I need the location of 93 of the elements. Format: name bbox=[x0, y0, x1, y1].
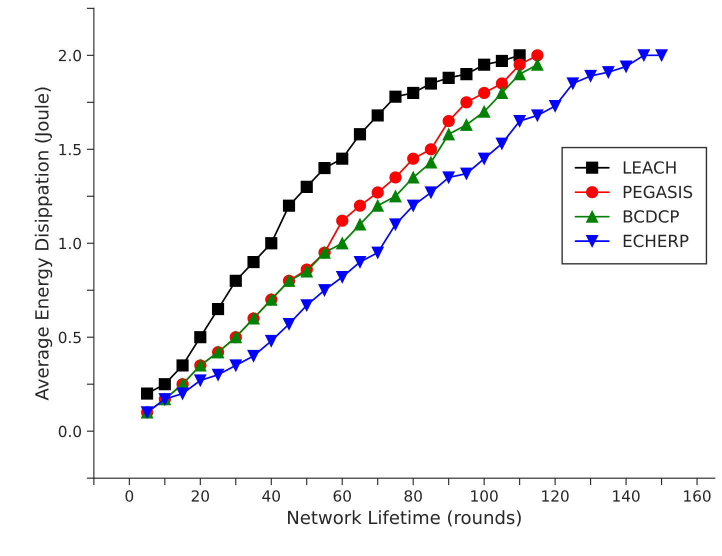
point bbox=[282, 200, 296, 212]
point bbox=[158, 378, 171, 390]
y-tick-label: 1.5 bbox=[59, 144, 81, 156]
point bbox=[176, 388, 189, 400]
legend-label: PEGASIS bbox=[624, 186, 692, 198]
point bbox=[531, 49, 544, 62]
legend-label: ECHERP bbox=[624, 234, 688, 248]
x-axis-title: Network Lifetime (rounds) bbox=[288, 510, 521, 526]
point bbox=[176, 359, 189, 372]
point bbox=[230, 274, 242, 287]
point bbox=[336, 214, 348, 227]
point bbox=[424, 186, 438, 199]
point bbox=[212, 302, 224, 316]
point bbox=[407, 86, 420, 99]
x-tick-label: 80 bbox=[404, 490, 422, 502]
point bbox=[620, 60, 632, 73]
point bbox=[442, 72, 455, 84]
point bbox=[336, 237, 348, 250]
point bbox=[212, 368, 224, 381]
point bbox=[354, 256, 366, 268]
point bbox=[372, 109, 384, 122]
point bbox=[478, 58, 490, 71]
point bbox=[300, 180, 313, 193]
point bbox=[531, 109, 544, 122]
point bbox=[514, 115, 526, 128]
point bbox=[407, 200, 420, 212]
point bbox=[460, 96, 472, 108]
point bbox=[638, 49, 650, 62]
x-tick-label: 120 bbox=[542, 490, 569, 502]
point bbox=[372, 246, 384, 259]
point bbox=[282, 318, 296, 330]
x-tick-label: 40 bbox=[262, 490, 280, 502]
point bbox=[265, 237, 278, 250]
point bbox=[460, 118, 472, 131]
point bbox=[478, 152, 490, 165]
point bbox=[424, 77, 438, 90]
legend-label: LEACH bbox=[624, 161, 676, 174]
point bbox=[496, 138, 508, 150]
point bbox=[389, 90, 402, 103]
point bbox=[460, 168, 472, 180]
point bbox=[442, 128, 455, 140]
point bbox=[442, 171, 455, 184]
point bbox=[354, 218, 366, 231]
point bbox=[584, 70, 597, 82]
point bbox=[460, 68, 472, 80]
legend-label: BCDCP bbox=[624, 210, 679, 223]
y-tick-label: 2.0 bbox=[58, 50, 82, 62]
point bbox=[247, 256, 260, 268]
point bbox=[389, 190, 402, 202]
point bbox=[549, 100, 562, 112]
x-tick-label: 140 bbox=[613, 490, 640, 502]
point bbox=[230, 359, 242, 372]
point bbox=[318, 162, 331, 174]
point bbox=[496, 77, 508, 90]
y-tick-label: 0.0 bbox=[58, 426, 82, 438]
point bbox=[531, 58, 544, 71]
point bbox=[424, 156, 438, 169]
point bbox=[602, 66, 614, 78]
point bbox=[442, 115, 455, 128]
point bbox=[407, 171, 420, 184]
y-tick-label: 1.0 bbox=[59, 238, 82, 250]
point bbox=[300, 299, 313, 312]
point bbox=[336, 152, 348, 165]
y-axis-title: Average Energy Disippation (Joule) bbox=[34, 88, 52, 400]
point bbox=[514, 68, 526, 80]
point bbox=[336, 271, 348, 284]
point bbox=[424, 143, 438, 156]
point bbox=[372, 186, 384, 199]
point bbox=[141, 388, 154, 400]
point bbox=[389, 218, 402, 231]
point bbox=[407, 152, 420, 165]
point bbox=[354, 200, 366, 212]
y-tick-label: 0.5 bbox=[58, 332, 81, 344]
x-tick-label: 20 bbox=[192, 490, 210, 502]
x-tick-label: 160 bbox=[684, 490, 711, 502]
point bbox=[478, 106, 490, 118]
point bbox=[265, 334, 278, 348]
x-tick-label: 60 bbox=[334, 490, 351, 502]
point bbox=[389, 171, 402, 184]
x-tick-label: 0 bbox=[125, 490, 134, 502]
x-tick-label: 100 bbox=[471, 490, 498, 502]
point bbox=[514, 58, 526, 71]
point bbox=[194, 331, 206, 344]
point bbox=[318, 284, 331, 296]
point bbox=[655, 49, 668, 62]
point bbox=[496, 54, 508, 68]
point bbox=[354, 128, 366, 140]
point bbox=[566, 77, 579, 90]
point bbox=[496, 86, 508, 99]
point bbox=[247, 350, 260, 362]
point bbox=[194, 374, 206, 387]
point bbox=[372, 200, 384, 212]
point bbox=[478, 86, 490, 99]
